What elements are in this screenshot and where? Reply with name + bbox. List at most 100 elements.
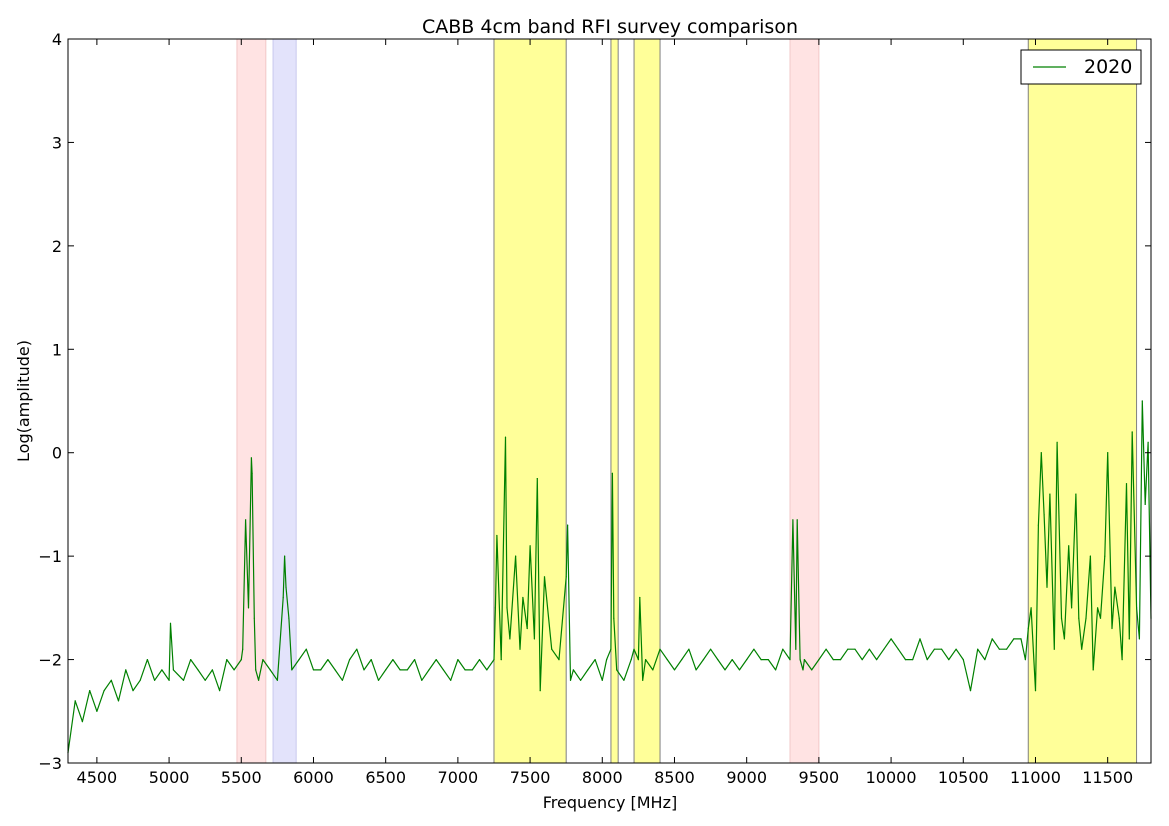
series-point [110, 679, 112, 681]
series-point [464, 669, 466, 671]
series-point [125, 669, 127, 671]
series-point [796, 519, 798, 521]
series-point [767, 659, 769, 661]
series-point [551, 648, 553, 650]
shaded-region-3 [610, 38, 619, 764]
series-point [717, 659, 719, 661]
series-point [565, 576, 567, 578]
series-point [298, 659, 300, 661]
x-tick-label: 10000 [866, 768, 917, 787]
shaded-region-1 [272, 38, 297, 764]
series-point [897, 648, 899, 650]
series-point [1027, 627, 1029, 630]
series-point [567, 524, 569, 526]
series-point [572, 669, 575, 671]
legend: 2020 [1020, 49, 1142, 85]
series-point [247, 607, 250, 609]
series-point [666, 659, 668, 661]
x-tick-label: 10500 [938, 768, 989, 787]
series-point [1131, 431, 1133, 433]
series-point [428, 669, 430, 671]
series-point [1144, 503, 1146, 505]
series-point [504, 436, 507, 438]
series-point [519, 648, 521, 650]
series-point [515, 555, 517, 557]
y-tick-label: 0 [52, 444, 62, 463]
series-point [645, 659, 647, 661]
series-point [616, 669, 618, 671]
series-point [789, 659, 791, 661]
series-point [601, 679, 603, 681]
series-point [414, 659, 416, 661]
shaded-region-0 [236, 38, 267, 764]
series-point [969, 690, 972, 692]
series-point [948, 659, 950, 661]
series-point [89, 690, 91, 692]
series-point [197, 669, 199, 671]
series-point [245, 519, 247, 521]
series-point [731, 659, 733, 661]
series-point [1147, 441, 1149, 443]
series-point [1125, 483, 1128, 485]
series-point [1020, 638, 1022, 640]
series-point [883, 648, 885, 650]
series-point [172, 669, 174, 671]
series-point [543, 576, 546, 578]
x-tick-label: 7500 [510, 768, 551, 787]
series-point [533, 638, 536, 640]
series-point [139, 679, 141, 681]
series-point [1111, 627, 1113, 630]
series-point [251, 472, 253, 474]
shaded-regions [236, 38, 1138, 764]
series-point [832, 659, 834, 661]
series-point [802, 669, 804, 671]
series-point [941, 648, 943, 650]
x-tick-label: 6000 [293, 768, 334, 787]
series-point [587, 669, 589, 671]
series-point [724, 669, 726, 671]
series-point [652, 669, 654, 671]
series-point [96, 710, 98, 712]
series-point [630, 659, 632, 661]
series-point [253, 617, 255, 619]
series-point [1114, 586, 1116, 588]
series-point [1089, 555, 1091, 557]
series-point [1006, 648, 1008, 650]
series-point [327, 659, 329, 661]
series-point [450, 679, 452, 681]
y-axis-label: Log(amplitude) [14, 340, 33, 462]
series-point [370, 659, 372, 661]
series-point [486, 669, 488, 671]
series-point [356, 648, 358, 650]
series-point [288, 617, 290, 619]
series-point [962, 659, 964, 661]
y-tick-label: −3 [38, 754, 62, 773]
series-point [334, 669, 336, 671]
y-tick-label: 1 [52, 340, 62, 359]
series-point [594, 659, 596, 661]
series-point [912, 659, 914, 661]
y-tick-label: 4 [52, 30, 62, 49]
series-point [799, 659, 801, 661]
series-point [792, 519, 794, 521]
series-point [1081, 648, 1083, 650]
series-point [1099, 617, 1102, 619]
series-point [377, 679, 380, 681]
series-point [190, 659, 192, 661]
series-point [876, 659, 878, 661]
series-point [1024, 659, 1026, 661]
series-point [494, 607, 496, 609]
series-point [1107, 452, 1109, 454]
series-point [168, 679, 170, 681]
series-point [710, 648, 712, 650]
series-point [522, 596, 524, 599]
series-point [1068, 545, 1070, 547]
x-tick-label: 11500 [1082, 768, 1133, 787]
x-tick-label: 11000 [1010, 768, 1061, 787]
series-point [509, 638, 511, 640]
x-tick-label: 7000 [438, 768, 479, 787]
series-point [169, 622, 172, 625]
series-point [478, 659, 481, 661]
series-point [1071, 607, 1073, 609]
series-point [74, 700, 76, 702]
